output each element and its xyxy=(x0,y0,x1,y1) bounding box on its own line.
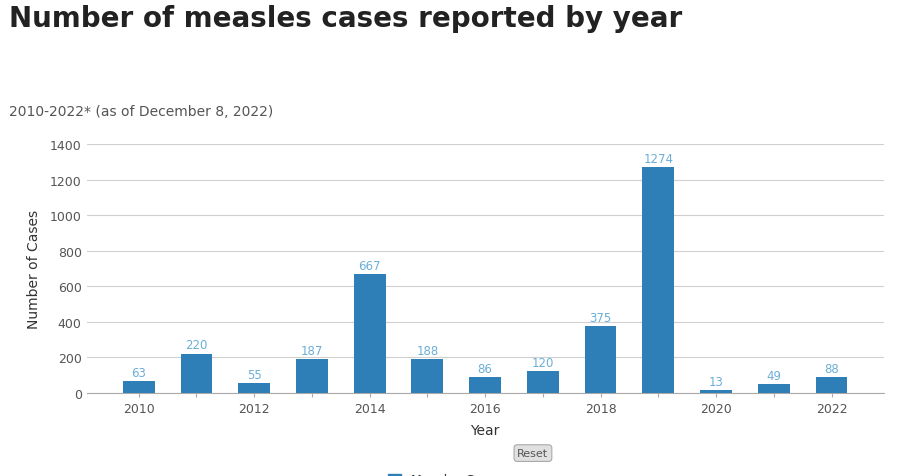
Text: 49: 49 xyxy=(766,369,782,382)
Text: 88: 88 xyxy=(824,362,839,375)
Text: 1274: 1274 xyxy=(643,152,673,165)
Text: 2010-2022* (as of December 8, 2022): 2010-2022* (as of December 8, 2022) xyxy=(9,105,273,119)
Bar xyxy=(469,377,501,393)
Text: 220: 220 xyxy=(185,339,208,352)
Text: 86: 86 xyxy=(477,362,493,376)
Bar xyxy=(239,383,270,393)
Text: 120: 120 xyxy=(532,357,554,369)
Text: 55: 55 xyxy=(247,368,261,381)
Text: 667: 667 xyxy=(358,260,381,273)
Text: 375: 375 xyxy=(589,311,611,324)
Text: 63: 63 xyxy=(131,367,146,379)
Bar xyxy=(701,390,732,393)
Text: 187: 187 xyxy=(301,345,323,357)
Bar xyxy=(758,384,790,393)
Bar xyxy=(180,354,212,393)
X-axis label: Year: Year xyxy=(470,423,500,437)
Text: 188: 188 xyxy=(416,344,438,357)
Text: Reset: Reset xyxy=(517,448,548,458)
Bar xyxy=(527,371,558,393)
Text: Number of measles cases reported by year: Number of measles cases reported by year xyxy=(9,5,682,33)
Bar xyxy=(642,168,674,393)
Bar xyxy=(353,275,385,393)
Text: 13: 13 xyxy=(709,375,723,388)
Legend: Measles Cases: Measles Cases xyxy=(388,473,502,476)
Bar xyxy=(296,360,328,393)
Bar xyxy=(123,382,155,393)
Bar xyxy=(815,377,847,393)
Bar xyxy=(412,359,444,393)
Y-axis label: Number of Cases: Number of Cases xyxy=(27,209,42,328)
Bar xyxy=(585,327,617,393)
